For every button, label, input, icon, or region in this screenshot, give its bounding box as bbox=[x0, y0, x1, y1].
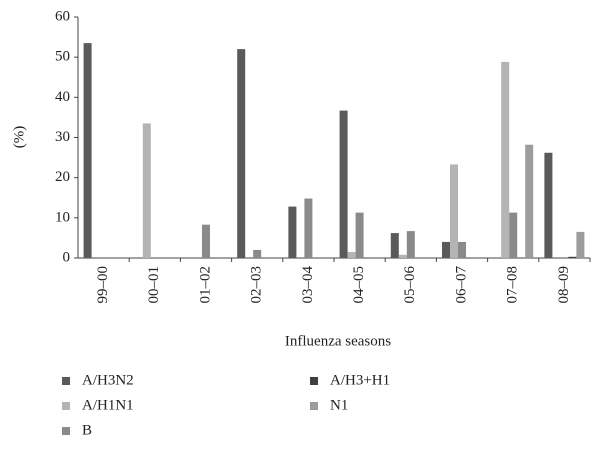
bar bbox=[347, 251, 356, 258]
legend-label: N1 bbox=[330, 397, 348, 413]
legend-swatch bbox=[62, 377, 70, 385]
x-tick-label: 03–04 bbox=[300, 266, 316, 304]
bar bbox=[339, 110, 348, 258]
y-tick-label: 0 bbox=[63, 249, 71, 265]
y-tick-label: 30 bbox=[55, 129, 70, 145]
bar bbox=[202, 224, 210, 258]
y-tick-label: 10 bbox=[55, 209, 70, 225]
x-axis-label: Influenza seasons bbox=[285, 333, 391, 349]
legend-label: A/H3+H1 bbox=[330, 372, 390, 388]
bar bbox=[442, 241, 450, 258]
x-tick-label: 06–07 bbox=[453, 266, 469, 304]
x-tick-label: 04–05 bbox=[351, 266, 367, 304]
x-tick-label: 08–09 bbox=[556, 266, 572, 304]
x-tick-label: 02–03 bbox=[249, 266, 265, 304]
bar bbox=[355, 212, 364, 258]
legend-label: A/H3N2 bbox=[82, 372, 134, 388]
x-tick-label: 01–02 bbox=[197, 266, 213, 304]
bar bbox=[458, 241, 466, 258]
x-tick-label: 05–06 bbox=[402, 266, 418, 304]
bar bbox=[568, 256, 577, 258]
bar bbox=[237, 49, 246, 259]
bar bbox=[406, 231, 415, 258]
legend-label: A/H1N1 bbox=[82, 397, 134, 413]
bar bbox=[142, 123, 151, 258]
bar bbox=[450, 164, 458, 258]
x-tick-label: 99–00 bbox=[95, 266, 111, 304]
bar bbox=[398, 254, 407, 258]
y-axis-label: (%) bbox=[11, 126, 27, 149]
legend-swatch bbox=[310, 402, 318, 410]
bar bbox=[390, 233, 399, 258]
bar bbox=[304, 198, 313, 258]
legend-swatch bbox=[62, 427, 70, 435]
bar bbox=[288, 206, 297, 258]
bar bbox=[253, 249, 262, 258]
bar bbox=[525, 144, 534, 258]
legend-swatch bbox=[62, 402, 70, 410]
bar bbox=[83, 43, 92, 258]
legend-swatch bbox=[310, 377, 318, 385]
bar bbox=[509, 212, 518, 258]
y-tick-label: 40 bbox=[55, 89, 70, 105]
x-tick-label: 00–01 bbox=[146, 266, 162, 304]
y-tick-label: 60 bbox=[55, 8, 70, 24]
y-tick-label: 20 bbox=[55, 169, 70, 185]
x-tick-label: 07–08 bbox=[505, 266, 521, 304]
bar bbox=[576, 231, 585, 258]
bar bbox=[501, 61, 510, 259]
bar bbox=[544, 152, 553, 258]
legend-label: B bbox=[82, 422, 92, 438]
y-tick-label: 50 bbox=[55, 49, 70, 65]
